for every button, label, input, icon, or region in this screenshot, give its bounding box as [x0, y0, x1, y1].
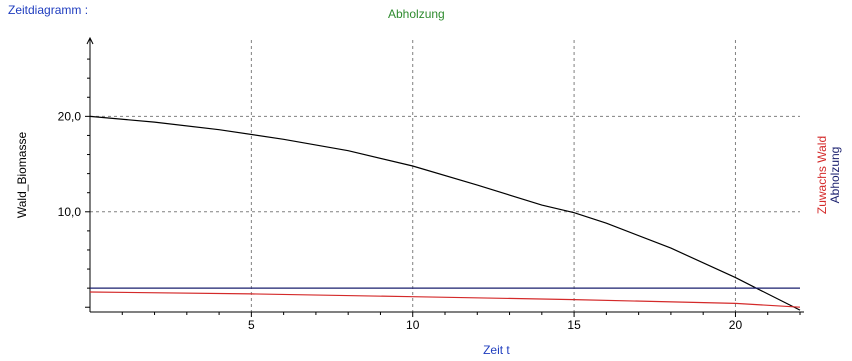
x-tick-label: 5 — [248, 318, 255, 332]
right-axis-label: Abholzung — [828, 147, 842, 204]
right-axis-label: Zuwachs Wald — [815, 136, 829, 214]
series-line — [89, 291, 801, 308]
y-tick-label: 10,0 — [58, 205, 82, 219]
y-axis-label: Wald_Biomasse — [15, 132, 29, 219]
x-tick-label: 15 — [567, 318, 581, 332]
series-line — [89, 115, 801, 311]
y-tick-label: 20,0 — [58, 109, 82, 123]
chart-title: Abholzung — [388, 7, 445, 21]
x-axis-label: Zeit t — [483, 343, 510, 357]
x-tick-label: 20 — [729, 318, 743, 332]
y-axis-arrow — [86, 36, 94, 45]
view-label: Zeitdiagramm : — [8, 3, 89, 17]
x-tick-label: 10 — [406, 318, 420, 332]
